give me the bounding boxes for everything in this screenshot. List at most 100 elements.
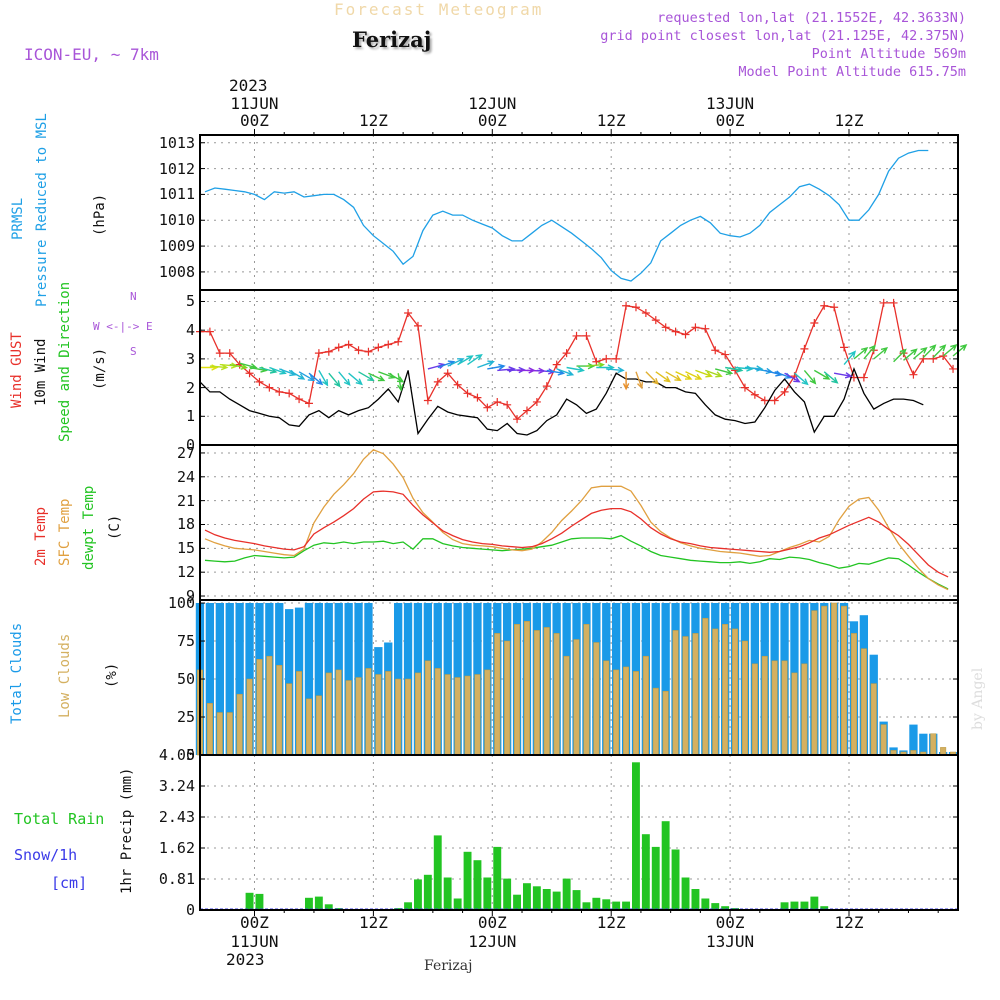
wind-10m-line	[199, 367, 924, 436]
bottom-year-label: 2023	[226, 950, 265, 969]
wind-gust-marker	[830, 303, 839, 312]
low-clouds-bar	[712, 628, 719, 756]
top-time-label-4: 00Z	[715, 111, 745, 130]
rain-bar	[671, 849, 680, 910]
low-clouds-bar	[414, 672, 421, 756]
top-date-label-2: 12JUN	[468, 94, 517, 113]
top-time-label-2: 00Z	[477, 111, 507, 130]
wind-direction-arrow	[397, 373, 404, 392]
wind-gust-marker	[324, 347, 333, 356]
rain-bar	[721, 906, 730, 910]
clouds-ytick-label: 0	[185, 746, 195, 764]
wind-gust-marker	[205, 327, 214, 336]
wind-direction-arrow	[675, 371, 693, 380]
rain-bar	[711, 903, 720, 910]
pressure-unit: (hPa)	[92, 193, 108, 236]
pressure-ytick-label: 1011	[158, 185, 195, 204]
temp-unit: (C)	[107, 514, 123, 540]
low-clouds-bar	[831, 602, 838, 756]
wind-gust-marker	[572, 331, 581, 340]
wind-gust-marker	[443, 369, 452, 378]
rain-bar	[255, 893, 264, 910]
wind-gust-marker	[949, 364, 958, 373]
low-clouds-bar	[642, 655, 649, 756]
wind-10m-label: 10m Wind	[33, 338, 49, 406]
wind-direction-arrow	[298, 371, 316, 382]
low-clouds-bar	[593, 642, 600, 756]
rain-bar	[572, 890, 581, 910]
low-clouds-bar	[325, 672, 332, 756]
wind-gust-marker	[453, 380, 462, 389]
rain-bar	[433, 835, 442, 910]
low-clouds-bar	[613, 669, 620, 756]
chart-title: Forecast Meteogram	[334, 0, 544, 19]
top-time-label-1: 12Z	[358, 111, 388, 130]
low-clouds-bar	[424, 660, 431, 756]
temp-2m-line	[204, 490, 949, 578]
bottom-time-label-4: 00Z	[715, 913, 745, 932]
wind-gust-marker	[265, 383, 274, 392]
wind-direction-arrow	[794, 372, 809, 386]
rain-bar	[800, 901, 809, 910]
clouds-ytick-label: 100	[167, 594, 195, 613]
wind-gust-marker	[344, 340, 353, 349]
wind-gust-marker	[740, 383, 749, 392]
wind-direction-arrow	[229, 363, 249, 370]
panel-frame-5	[199, 754, 959, 911]
wind-gust-marker	[701, 324, 710, 333]
low-clouds-bar	[771, 660, 778, 756]
rain-bar	[552, 891, 561, 910]
requested-coords: requested lon,lat (21.1552E, 42.3633N)	[657, 10, 966, 26]
rain-bar	[483, 877, 492, 910]
panel-frames	[199, 134, 959, 911]
bottom-time-label-1: 12Z	[358, 913, 388, 932]
wind-gust-marker	[532, 397, 541, 406]
wind-gust-marker	[592, 357, 601, 366]
watermark: by Angel	[970, 667, 986, 730]
rain-bar	[513, 894, 521, 910]
wind-gust-marker	[413, 321, 422, 330]
rain-bar	[602, 899, 611, 910]
wind-gust-marker	[285, 389, 294, 398]
low-clouds-bar	[563, 655, 570, 756]
wind-gust-marker	[780, 387, 789, 396]
rain-bar	[632, 762, 640, 910]
pressure-ytick-label: 1013	[158, 133, 195, 152]
rain-bar	[463, 851, 472, 910]
bottom-time-label-3: 12Z	[596, 913, 626, 932]
low-clouds-bar	[821, 605, 828, 756]
wind-gust-marker	[651, 316, 660, 325]
low-clouds-bar	[365, 668, 372, 756]
clouds-unit: (%)	[104, 662, 120, 688]
wind-gust-marker	[483, 403, 492, 412]
axis-ticks-layer	[200, 129, 958, 916]
wind-direction-arrow	[685, 371, 703, 380]
wind-gust-marker	[354, 346, 363, 355]
low-clouds-bar	[206, 703, 213, 756]
low-clouds-bar	[850, 633, 857, 756]
low-clouds-bar	[335, 669, 342, 756]
wind-direction-arrow	[358, 371, 375, 382]
pressure-ytick-label: 1012	[158, 159, 195, 178]
wind-gust-marker	[602, 354, 611, 363]
model-altitude: Model Point Altitude 615.75m	[738, 64, 966, 80]
pressure-ytick-label: 1010	[158, 211, 195, 230]
low-clouds-bar	[405, 678, 412, 756]
low-clouds-bar	[434, 668, 441, 756]
wind-direction-arrow	[695, 369, 713, 378]
wind-direction-arrow	[467, 353, 483, 366]
temp-ytick-label: 21	[176, 491, 195, 510]
low-clouds-bar	[494, 633, 501, 756]
rain-bar	[810, 896, 819, 910]
low-clouds-bar	[870, 683, 877, 756]
wind-gust-marker	[503, 400, 512, 409]
wind-gust-marker	[304, 399, 313, 408]
low-clouds-bar	[672, 630, 679, 756]
rain-bar	[532, 886, 541, 910]
rain-bar	[453, 898, 462, 910]
wind-direction-arrow	[368, 372, 386, 382]
wind-gust-marker	[909, 370, 918, 379]
wind-gust-marker	[582, 331, 591, 340]
grid-point-coords: grid point closest lon,lat (21.125E, 42.…	[600, 28, 966, 44]
pressure-label-prmsl: PRMSL	[10, 197, 26, 240]
